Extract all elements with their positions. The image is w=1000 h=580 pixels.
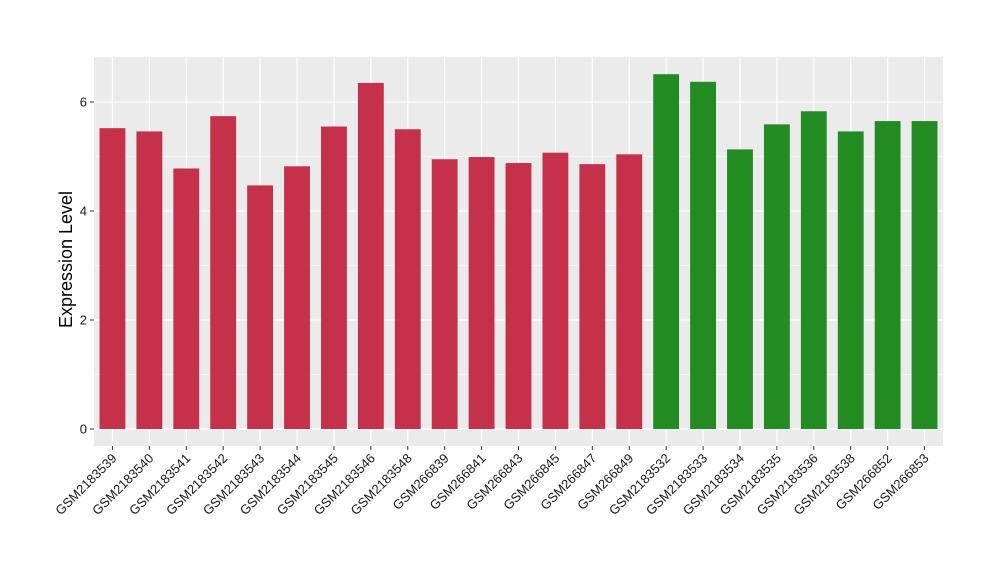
bar — [357, 82, 384, 430]
bar — [727, 149, 753, 430]
y-tick-label: 4 — [80, 204, 87, 219]
bar — [911, 121, 938, 429]
bar — [284, 166, 310, 429]
bar — [616, 154, 643, 429]
bar — [173, 168, 200, 430]
bar — [210, 116, 237, 430]
x-axis: GSM2183539GSM2183540GSM2183541GSM2183542… — [52, 446, 932, 518]
bar — [505, 163, 532, 430]
bar — [542, 152, 569, 429]
bar — [247, 185, 274, 429]
bar — [394, 129, 421, 429]
bar — [874, 121, 901, 429]
y-tick-label: 2 — [80, 313, 87, 328]
bar — [837, 131, 864, 429]
bar — [653, 74, 680, 429]
bar — [690, 81, 716, 430]
bars — [99, 74, 938, 430]
bar — [468, 157, 495, 430]
bar — [431, 159, 458, 429]
y-tick-label: 6 — [80, 95, 87, 110]
y-axis: 0 2 4 6 — [80, 95, 94, 437]
bar — [99, 128, 126, 429]
bar — [763, 124, 790, 429]
bar — [136, 131, 163, 429]
bar — [321, 126, 347, 430]
bar — [579, 164, 606, 429]
y-tick-label: 0 — [80, 422, 87, 437]
y-axis-title: Expression Level — [56, 191, 76, 328]
bar — [800, 111, 827, 429]
